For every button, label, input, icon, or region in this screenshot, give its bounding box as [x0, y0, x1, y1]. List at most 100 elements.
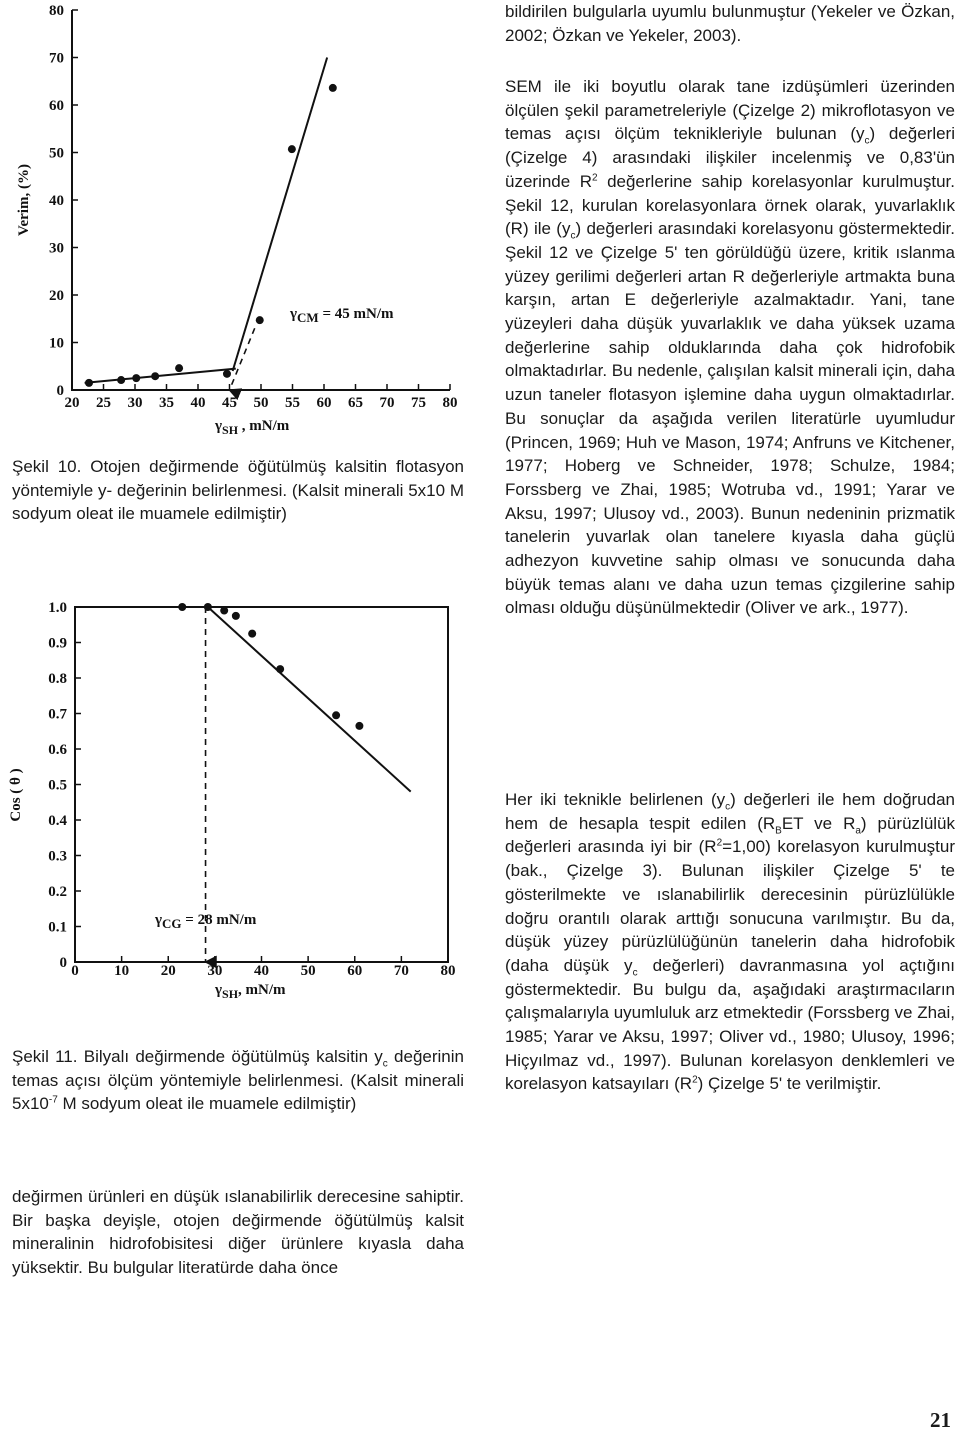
plot-frame	[74, 606, 449, 963]
subscript: a	[855, 825, 861, 837]
y-axis-label: Cos ( θ )	[8, 768, 24, 821]
x-tick-label: 35	[159, 395, 174, 411]
axes	[71, 10, 450, 391]
subscript: c	[864, 135, 870, 147]
caption-text: Şekil 11. Bilyalı değirmende öğütülmüş k…	[12, 1047, 383, 1066]
paragraph-text: ET ve R	[781, 813, 856, 833]
paragraph-text: ) değerleri ile hem doğrudan hem de hesa…	[505, 790, 955, 833]
paragraph: Her iki teknikle belirlenen (yc) değerle…	[505, 788, 955, 1096]
subscript: B	[775, 825, 782, 837]
y-tick-label: 50	[49, 146, 64, 162]
paragraph-text: Her iki teknikle belirlenen (y	[505, 790, 726, 809]
paragraph-text: SEM ile iki boyutlu olarak tane izdüşüml…	[505, 77, 955, 144]
guide-line	[228, 327, 256, 401]
x-tick-label: 80	[443, 395, 458, 411]
paragraph-text: ) pürüzlülük değerleri arasında iyi bir …	[505, 813, 956, 857]
paragraph-text: değirmen ürünleri en düşük ıslanabilirli…	[12, 1187, 464, 1278]
paragraph: bildirilen bulgularla uyumlu bulunmuştur…	[505, 0, 955, 47]
y-tick-label: 0.1	[48, 920, 67, 936]
subscript: c	[570, 230, 576, 242]
x-tick-label: 60	[347, 963, 362, 979]
x-tick-label: 80	[441, 963, 456, 979]
x-tick-label: 45	[222, 395, 237, 411]
x-tick-label: 40	[191, 395, 206, 411]
data-point	[355, 721, 364, 730]
data-point	[151, 372, 160, 381]
x-tick-label: 65	[348, 395, 363, 411]
x-tick-label: 70	[380, 395, 395, 411]
superscript: 2	[592, 172, 598, 184]
data-point	[178, 603, 187, 611]
annotation-part: = 45 mN/m	[319, 306, 394, 322]
data-point	[175, 364, 184, 373]
paragraph-text: değerlerine sahip korelasyonlar kurulmuş…	[505, 171, 955, 239]
x-tick-label: 50	[254, 395, 269, 411]
y-tick-label: 80	[49, 3, 64, 19]
y-tick-label: 0.9	[48, 636, 67, 652]
y-tick-label: 40	[49, 193, 64, 209]
caption-text: M sodyum oleat ile muamele edilmiştir)	[57, 1094, 357, 1114]
x-axis-label-part: , mN/m	[238, 982, 286, 998]
x-tick-label: 50	[301, 963, 316, 979]
x-tick-label: 0	[71, 963, 79, 979]
annotation-part: γ	[289, 306, 297, 322]
y-tick-label: 0.3	[48, 849, 67, 865]
y-axis-label: Verim, (%)	[16, 164, 32, 236]
y-tick-label: 0.7	[48, 707, 67, 723]
data-point	[231, 611, 240, 620]
data-point	[222, 369, 231, 378]
x-axis-label-part: SH	[222, 423, 239, 437]
y-tick-label: 0	[60, 955, 68, 971]
x-axis-label: γSH , mN/m	[214, 418, 290, 437]
data-point	[220, 606, 229, 615]
data-point	[332, 711, 341, 720]
y-tick-label: 0.8	[48, 671, 67, 687]
y-tick-label: 70	[49, 51, 64, 67]
caption: Şekil 10. Otojen değirmende öğütülmüş ka…	[12, 455, 464, 526]
data-point	[85, 378, 94, 387]
x-axis-label-part: γ	[214, 982, 222, 998]
x-tick-label: 20	[65, 395, 80, 411]
x-tick-label: 75	[411, 395, 426, 411]
y-tick-label: 0.5	[48, 778, 67, 794]
data-point	[117, 376, 126, 385]
subscript: c	[382, 1058, 388, 1070]
x-axis-label: γSH, mN/m	[214, 982, 286, 1001]
x-axis-label-part: γ	[214, 418, 222, 434]
paragraph-text: bildirilen bulgularla uyumlu bulunmuştur…	[505, 2, 955, 45]
y-tick-label: 30	[49, 241, 64, 257]
x-tick-label: 55	[285, 395, 300, 411]
x-tick-label: 30	[207, 963, 222, 979]
y-tick-label: 0.2	[48, 884, 67, 900]
data-point	[203, 603, 212, 611]
fit-line	[231, 57, 329, 372]
superscript: 2	[716, 837, 723, 849]
x-tick-label: 30	[128, 395, 143, 411]
x-tick-label: 25	[96, 395, 111, 411]
y-tick-label: 20	[49, 288, 64, 304]
paragraph: değirmen ürünleri en düşük ıslanabilirli…	[12, 1185, 464, 1280]
y-tick-label: 60	[49, 98, 64, 114]
caption-text: değerinin temas açısı ölçüm yöntemiyle b…	[12, 1047, 464, 1114]
annotation: γCM = 45 mN/m	[289, 306, 394, 325]
data-point	[248, 629, 257, 638]
annotation-part: CM	[297, 310, 319, 325]
chart: Verim, (%) γSH , mN/m γCM = 45 mN/m 20 25…	[16, 3, 458, 437]
data-point	[132, 374, 141, 383]
y-tick-label: 10	[49, 336, 64, 352]
x-tick-label: 70	[394, 963, 409, 979]
x-tick-label: 40	[254, 963, 269, 979]
fit-line	[207, 606, 412, 793]
paragraph-text: ) değerleri arasındaki korelasyonu göste…	[505, 219, 955, 618]
chart: Cos ( θ ) γSH, mN/m γCG = 28 mN/m 0 10 20 3…	[8, 600, 456, 1001]
annotation-part: = 28 mN/m	[182, 912, 257, 928]
x-axis-label-part: SH	[222, 987, 239, 1001]
y-tick-label: 1.0	[48, 600, 67, 616]
paragraph-text: ) Çizelge 5' te verilmiştir.	[697, 1074, 882, 1094]
x-tick-label: 10	[114, 963, 129, 979]
paragraph: SEM ile iki boyutlu olarak tane izdüşüml…	[505, 75, 955, 620]
y-tick-label: 0	[57, 383, 65, 399]
y-tick-label: 0.6	[48, 742, 67, 758]
